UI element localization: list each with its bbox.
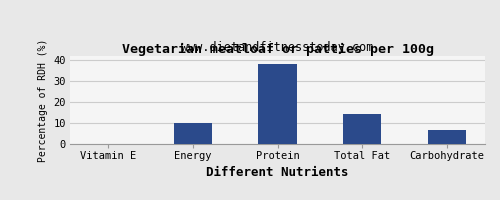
- Bar: [343, 114, 382, 144]
- Y-axis label: Percentage of RDH (%): Percentage of RDH (%): [38, 38, 48, 162]
- Bar: [258, 64, 296, 144]
- Bar: [428, 130, 466, 144]
- X-axis label: Different Nutrients: Different Nutrients: [206, 166, 349, 180]
- Bar: [174, 123, 212, 144]
- Text: www.dietandfitnesstoday.com: www.dietandfitnesstoday.com: [182, 41, 374, 54]
- Title: Vegetarian meatloaf or patties per 100g: Vegetarian meatloaf or patties per 100g: [122, 43, 434, 56]
